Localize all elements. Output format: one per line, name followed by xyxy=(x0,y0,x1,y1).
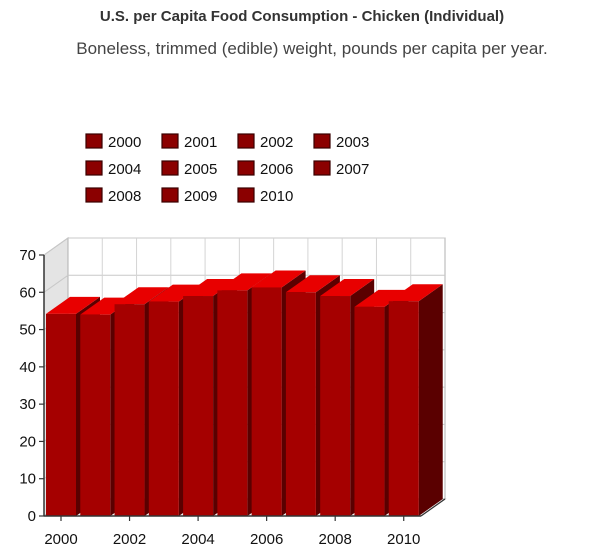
legend-label: 2009 xyxy=(184,188,217,205)
x-tick-label: 2006 xyxy=(250,531,283,548)
legend-label: 2000 xyxy=(108,134,141,151)
legend-label: 2006 xyxy=(260,161,293,178)
gridline-diagonal xyxy=(43,237,69,256)
legend-swatch xyxy=(313,133,331,149)
legend-label: 2001 xyxy=(184,134,217,151)
bar-top xyxy=(320,279,375,297)
bars xyxy=(46,270,443,516)
legend-swatch xyxy=(161,187,179,203)
chart-subtitle: Boneless, trimmed (edible) weight, pound… xyxy=(76,39,548,58)
legend-label: 2003 xyxy=(336,134,369,151)
bar-top xyxy=(251,270,306,288)
bar-front xyxy=(285,292,316,516)
legend-label: 2002 xyxy=(260,134,293,151)
bar-top xyxy=(46,296,100,314)
legend: 2000 2001 2002 2003 2004 2005 2006 2007 2008 2009… xyxy=(85,133,369,205)
bar-front xyxy=(80,314,111,516)
x-tick-label: 2002 xyxy=(113,531,146,548)
y-tick-label: 10 xyxy=(19,471,36,488)
legend-swatch xyxy=(313,160,331,176)
bar-front xyxy=(46,313,76,516)
bar-front xyxy=(251,287,282,516)
legend-swatch xyxy=(85,133,103,149)
x-tick-label: 2000 xyxy=(44,531,77,548)
axes xyxy=(43,255,446,517)
chart-title: U.S. per Capita Food Consumption - Chick… xyxy=(99,8,505,25)
bar-front xyxy=(354,306,385,516)
y-tick-label: 0 xyxy=(28,508,36,525)
legend-swatch xyxy=(85,187,103,203)
bar-top xyxy=(354,289,409,307)
y-tick-label: 60 xyxy=(19,284,36,301)
legend-swatch xyxy=(161,160,179,176)
legend-swatch xyxy=(161,133,179,149)
bar-top xyxy=(217,273,272,291)
bar xyxy=(388,284,443,516)
bar-top xyxy=(148,284,203,302)
y-axis-ticks: 0 10 20 30 40 50 60 70 xyxy=(19,247,44,525)
bar-top xyxy=(285,275,340,293)
x-tick-label: 2004 xyxy=(181,531,214,548)
bar-top xyxy=(114,287,169,305)
bar-side xyxy=(418,284,443,516)
bar-front xyxy=(388,301,419,516)
bar-top xyxy=(183,279,238,297)
legend-swatch xyxy=(85,160,103,176)
x-tick-label: 2008 xyxy=(318,531,351,548)
bar-front xyxy=(183,296,214,516)
legend-label: 2007 xyxy=(336,161,369,178)
y-tick-label: 30 xyxy=(19,396,36,413)
y-tick-label: 20 xyxy=(19,433,36,450)
bar-front xyxy=(148,301,179,516)
legend-swatch xyxy=(237,160,255,176)
x-tick-label: 2010 xyxy=(387,531,420,548)
gridline-diagonal xyxy=(43,274,69,293)
legend-label: 2010 xyxy=(260,188,293,205)
legend-label: 2005 xyxy=(184,161,217,178)
legend-swatch xyxy=(237,133,255,149)
y-tick-label: 40 xyxy=(19,359,36,376)
legend-label: 2008 xyxy=(108,188,141,205)
y-tick-label: 50 xyxy=(19,322,36,339)
bar-front xyxy=(114,304,145,516)
bar-top xyxy=(388,284,443,302)
y-tick-label: 70 xyxy=(19,247,36,264)
x-axis-ticks: 2000 2002 2004 2006 2008 2010 xyxy=(44,516,420,548)
legend-swatch xyxy=(237,187,255,203)
floor-edge xyxy=(420,498,446,517)
bar-front xyxy=(217,290,248,516)
legend-label: 2004 xyxy=(108,161,141,178)
bar-front xyxy=(320,296,351,516)
